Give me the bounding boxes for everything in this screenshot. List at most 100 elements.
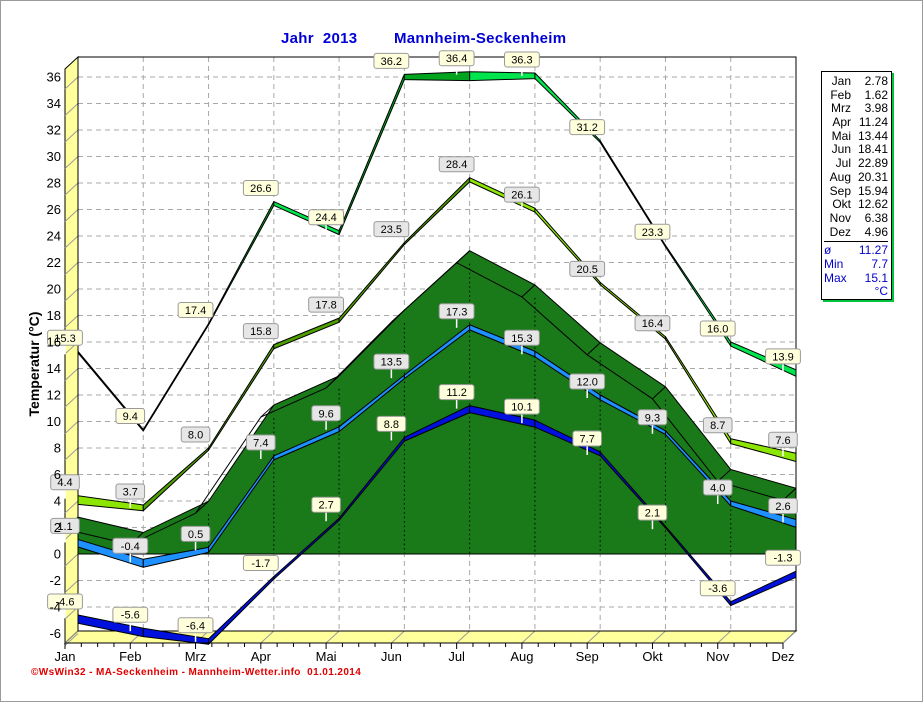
month-mean-row: Mrz 3.98 <box>824 102 888 116</box>
value-label-box <box>50 474 80 491</box>
month-mean-row-value: 6.38 <box>864 210 888 225</box>
value-label: 23.5 <box>381 224 402 236</box>
y-axis-title-text: Temperatur (°C) <box>26 312 42 417</box>
value-label: 9.4 <box>123 411 138 423</box>
y-tick-label: 28 <box>47 176 61 191</box>
month-mean-row-label: Jul <box>835 156 851 171</box>
month-mean-row-label: Dez <box>829 224 851 239</box>
band-segment <box>403 405 471 442</box>
band-segment <box>77 495 144 512</box>
value-label: 13.9 <box>772 351 793 363</box>
value-labels: 15.39.417.426.624.436.2 36.4 36.331.223.31… <box>47 50 801 642</box>
band-segment <box>208 201 275 326</box>
value-label-box <box>115 483 146 500</box>
month-mean-row-label: Nov <box>829 210 851 225</box>
value-label: 8.0 <box>188 430 203 442</box>
band-segment <box>142 627 210 645</box>
month-label: Aug <box>510 649 533 664</box>
value-label-box <box>242 555 279 572</box>
month-mean-row-label: Sep <box>829 183 851 198</box>
band-segment <box>730 341 797 377</box>
value-label: 26.1 <box>511 190 532 202</box>
y-tick-label: 20 <box>47 282 61 297</box>
value-label: 12.0 <box>576 377 597 389</box>
value-label-box <box>634 315 671 332</box>
value-label: 11.2 <box>446 387 467 399</box>
value-label: 23.3 <box>642 227 663 239</box>
band-segment <box>599 451 666 529</box>
y-tick-label: 22 <box>47 255 61 270</box>
value-label-box <box>634 223 671 240</box>
value-label-box <box>373 353 410 370</box>
plot-frame <box>77 56 797 632</box>
value-label: 7.6 <box>775 435 790 447</box>
band-segment <box>599 140 666 248</box>
band-segment <box>534 350 601 401</box>
value-label: 17.8 <box>315 300 336 312</box>
value-label-box <box>177 301 214 318</box>
value-label-box <box>765 549 801 566</box>
value-label: 36.4 <box>446 53 467 65</box>
summary-row-value: 11.27 <box>858 243 888 258</box>
value-label-box <box>569 260 606 277</box>
band-segment <box>338 374 405 433</box>
band-segment <box>77 614 144 638</box>
month-label: Mai <box>316 649 337 664</box>
band-lower-mid <box>77 324 797 568</box>
y-tick-label: 34 <box>47 96 61 111</box>
band-segment <box>403 71 471 82</box>
y-tick-label: 32 <box>47 123 61 138</box>
band-segment <box>273 317 340 350</box>
month-mean-row: Apr 11.24 <box>824 115 888 130</box>
value-label: 16.0 <box>707 324 728 336</box>
value-label: 17.4 <box>185 305 206 317</box>
band-segment <box>469 71 536 82</box>
value-label-box <box>311 405 341 422</box>
y-tick-label: 16 <box>47 335 61 350</box>
value-label-box <box>373 52 410 69</box>
value-label-box <box>308 209 344 226</box>
value-label: 13.5 <box>381 357 402 369</box>
value-label: 20.5 <box>576 264 597 276</box>
y-axis-title: Temperatur (°C) <box>26 312 42 417</box>
value-label-box <box>50 517 80 534</box>
y-tick-label: -2 <box>49 573 61 588</box>
axis-floor <box>63 630 798 644</box>
value-label-box <box>699 320 736 337</box>
month-mean-row-label: Okt <box>832 197 851 212</box>
value-label-box <box>637 504 668 521</box>
band-segment <box>208 576 275 645</box>
value-label: -4.6 <box>56 596 75 608</box>
value-label-box <box>308 296 344 313</box>
month-label: Feb <box>119 649 141 664</box>
band-segment <box>142 322 210 432</box>
month-label: Nov <box>706 649 730 664</box>
y-tick-label: -6 <box>49 626 61 641</box>
value-label-box <box>115 407 146 424</box>
band-segment <box>273 426 340 461</box>
y-tick-label: 6 <box>54 467 61 482</box>
y-tick-label: 18 <box>47 308 61 323</box>
y-tick-label: 24 <box>47 229 61 244</box>
month-mean-row: Dez 4.96 <box>824 224 888 240</box>
value-label-box <box>242 180 279 197</box>
value-label-box <box>637 409 668 426</box>
y-tick-label: 12 <box>47 388 61 403</box>
value-label-box <box>438 384 475 401</box>
value-label: -6.4 <box>186 620 205 632</box>
month-label: Mrz <box>185 649 207 664</box>
summary-row: ø 11.27 <box>824 244 888 258</box>
band-segment <box>664 525 732 607</box>
band-segment <box>338 436 405 521</box>
monthly-values-panel: Jan 2.78 Feb 1.62 Mrz 3.98 Apr 11.24 Mai 13.44 Jun… <box>821 71 892 300</box>
chart-title-station: Mannheim-Seckenheim <box>394 30 567 47</box>
y-tick-label: 2 <box>54 520 61 535</box>
value-label: 8.7 <box>710 420 725 432</box>
value-label-box <box>768 498 798 515</box>
value-label: -0.4 <box>121 541 140 553</box>
series-mean-area <box>64 250 797 568</box>
chart-title-year: Jahr 2013 <box>281 30 358 47</box>
month-mean-row-value: 12.62 <box>857 197 888 212</box>
